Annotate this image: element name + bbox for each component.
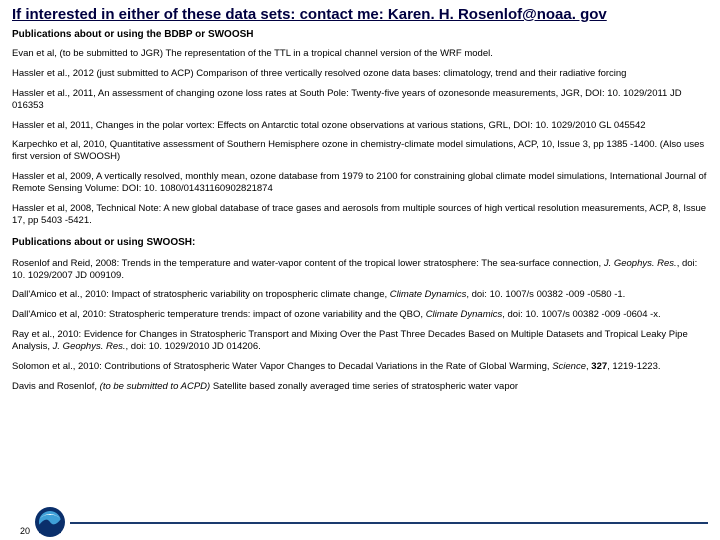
- section-heading-2: Publications about or using SWOOSH:: [12, 237, 708, 248]
- publication-item: Evan et al, (to be submitted to JGR) The…: [12, 48, 708, 60]
- pub-journal: Science: [552, 361, 586, 372]
- pub-text: Satellite based zonally averaged time se…: [210, 381, 518, 392]
- pub-journal: Climate Dynamics: [390, 289, 467, 300]
- pub-text: Dall'Amico et al, 2010: Stratospheric te…: [12, 309, 426, 320]
- pub-journal: J. Geophys. Res.: [53, 341, 126, 352]
- publication-item: Solomon et al., 2010: Contributions of S…: [12, 361, 708, 373]
- publication-item: Davis and Rosenlof, (to be submitted to …: [12, 381, 708, 393]
- pub-journal: J. Geophys. Res.: [604, 258, 677, 269]
- publication-item: Karpechko et al, 2010, Quantitative asse…: [12, 139, 708, 163]
- pub-text: Solomon et al., 2010: Contributions of S…: [12, 361, 552, 372]
- pub-text: , doi: 10. 1029/2010 JD 014206.: [126, 341, 261, 352]
- slide-title: If interested in either of these data se…: [12, 6, 708, 23]
- section-heading-1: Publications about or using the BDBP or …: [12, 29, 708, 40]
- noaa-logo-icon: [34, 506, 66, 538]
- page-number: 20: [20, 526, 30, 536]
- publication-item: Hassler et al., 2012 (just submitted to …: [12, 68, 708, 80]
- footer-rule: [70, 522, 708, 524]
- pub-journal: Climate Dynamics: [426, 309, 503, 320]
- slide: If interested in either of these data se…: [0, 0, 720, 540]
- publication-item: Hassler et al, 2009, A vertically resolv…: [12, 171, 708, 195]
- pub-text: Davis and Rosenlof,: [12, 381, 100, 392]
- publication-item: Rosenlof and Reid, 2008: Trends in the t…: [12, 258, 708, 282]
- pub-text: , 1219-1223.: [607, 361, 660, 372]
- pub-note: (to be submitted to ACPD): [100, 381, 211, 392]
- pub-text: Rosenlof and Reid, 2008: Trends in the t…: [12, 258, 604, 269]
- publication-item: Hassler et al, 2008, Technical Note: A n…: [12, 203, 708, 227]
- publication-item: Hassler et al, 2011, Changes in the pola…: [12, 120, 708, 132]
- pub-text: Dall'Amico et al., 2010: Impact of strat…: [12, 289, 390, 300]
- publication-item: Hassler et al., 2011, An assessment of c…: [12, 88, 708, 112]
- pub-text: , doi: 10. 1007/s 00382 -009 -0580 -1.: [466, 289, 625, 300]
- pub-volume: 327: [591, 361, 607, 372]
- publication-item: Dall'Amico et al., 2010: Impact of strat…: [12, 289, 708, 301]
- pub-text: , doi: 10. 1007/s 00382 -009 -0604 -x.: [502, 309, 660, 320]
- publication-item: Ray et al., 2010: Evidence for Changes i…: [12, 329, 708, 353]
- publication-item: Dall'Amico et al, 2010: Stratospheric te…: [12, 309, 708, 321]
